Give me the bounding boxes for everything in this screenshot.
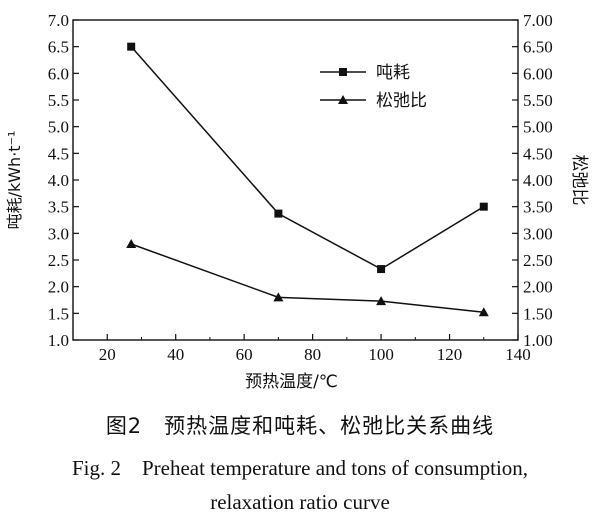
y-right-tick-label: 6.00 <box>523 64 553 83</box>
figure-caption-english-line2: relaxation ratio curve <box>210 490 390 514</box>
y-right-tick-label: 2.50 <box>523 251 553 270</box>
y-left-tick-label: 6.0 <box>48 64 69 83</box>
y-right-tick-label: 1.50 <box>523 304 553 323</box>
y-right-tick-label: 1.00 <box>523 331 553 350</box>
y-right-tick-label: 2.00 <box>523 278 553 297</box>
figure-caption-english-line1: Fig. 2 Preheat temperature and tons of c… <box>71 456 529 480</box>
data-point-triangle <box>273 292 284 302</box>
y-right-tick-label: 3.00 <box>523 224 553 243</box>
x-tick-label: 60 <box>236 345 253 364</box>
x-tick-label: 120 <box>437 345 463 364</box>
y-right-axis-title: 松弛比 <box>569 155 589 206</box>
y-left-tick-label: 3.5 <box>48 198 69 217</box>
data-point-triangle <box>126 239 137 248</box>
x-tick-label: 40 <box>167 345 184 364</box>
y-left-tick-label: 5.5 <box>48 91 69 110</box>
y-right-tick-label: 4.00 <box>523 171 553 190</box>
y-left-tick-label: 1.0 <box>48 331 69 350</box>
data-point-square <box>377 265 386 274</box>
y-right-tick-label: 4.50 <box>523 144 553 163</box>
data-point-square <box>479 202 488 211</box>
data-point-triangle <box>478 307 489 317</box>
y-left-tick-label: 2.0 <box>48 278 69 297</box>
y-right-tick-label: 7.00 <box>523 11 553 30</box>
line-chart: 20 40 60 80 100 120 140 1.0 1.5 2.0 2.5 3.0 3.5 4.0 4.… <box>5 11 589 392</box>
y-left-tick-label: 2.5 <box>48 251 69 270</box>
x-tick-label: 20 <box>99 345 116 364</box>
x-tick-label: 100 <box>368 345 394 364</box>
legend-marker-square <box>339 68 347 76</box>
y-left-tick-label: 5.0 <box>48 118 69 137</box>
legend-label-1: 吨耗 <box>376 63 410 83</box>
plot-frame <box>72 19 519 341</box>
y-right-tick-label: 3.50 <box>523 198 553 217</box>
data-point-square <box>127 42 136 51</box>
y-right-tick-label: 5.00 <box>523 118 553 137</box>
series-line-1 <box>130 46 485 270</box>
y-left-tick-label: 7.0 <box>48 11 69 30</box>
y-left-tick-label: 6.5 <box>48 38 69 57</box>
y-right-tick-label: 5.50 <box>523 91 553 110</box>
x-tick-label: 140 <box>505 345 531 364</box>
y-left-tick-label: 4.0 <box>48 171 69 190</box>
figure-caption-chinese: 图2 预热温度和吨耗、松弛比关系曲线 <box>105 414 495 438</box>
x-tick-label: 80 <box>304 345 321 364</box>
x-axis-title: 预热温度/℃ <box>245 372 338 392</box>
legend-label-2: 松弛比 <box>376 91 427 111</box>
data-point-square <box>274 209 283 218</box>
y-left-axis-title: 吨耗/kWh·t⁻¹ <box>5 131 24 230</box>
y-left-tick-label: 4.5 <box>48 144 69 163</box>
data-point-triangle <box>376 296 387 306</box>
y-right-tick-label: 6.50 <box>523 38 553 57</box>
y-left-tick-label: 1.5 <box>48 304 69 323</box>
series-line-2 <box>130 243 484 314</box>
y-left-tick-label: 3.0 <box>48 224 69 243</box>
legend-marker-triangle <box>338 95 348 104</box>
